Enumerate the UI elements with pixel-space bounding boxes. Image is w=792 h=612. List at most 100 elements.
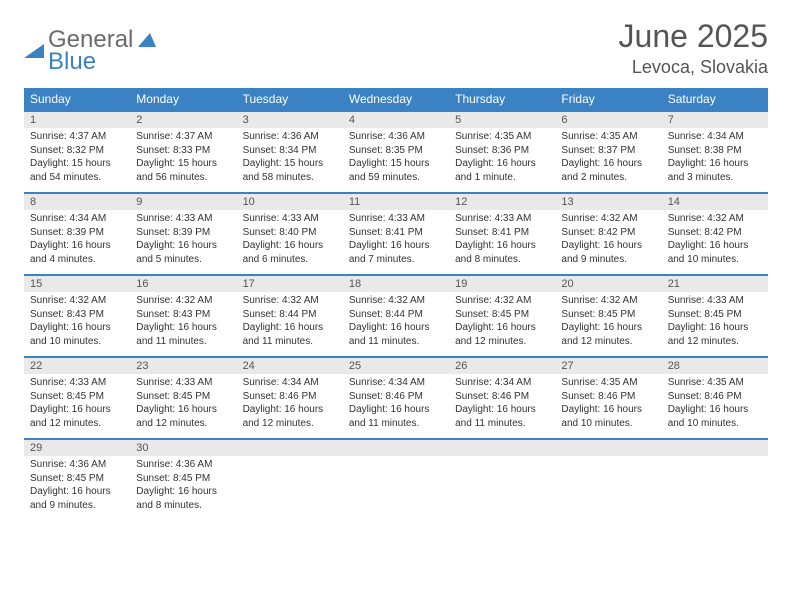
day-number: 24 [237,357,343,374]
day-cell: Sunrise: 4:36 AMSunset: 8:34 PMDaylight:… [237,128,343,193]
sunrise-text: Sunrise: 4:32 AM [455,294,549,308]
weekday-header: Monday [130,88,236,111]
daylight-text: Daylight: 16 hours and 3 minutes. [668,157,762,184]
sunrise-text: Sunrise: 4:34 AM [30,212,124,226]
day-number: 22 [24,357,130,374]
day-number: 12 [449,193,555,210]
weekday-header: Tuesday [237,88,343,111]
day-cell: Sunrise: 4:33 AMSunset: 8:39 PMDaylight:… [130,210,236,275]
day-number [662,439,768,456]
daylight-text: Daylight: 16 hours and 9 minutes. [561,239,655,266]
day-number: 15 [24,275,130,292]
daylight-text: Daylight: 16 hours and 12 minutes. [668,321,762,348]
day-cell: Sunrise: 4:35 AMSunset: 8:36 PMDaylight:… [449,128,555,193]
sunset-text: Sunset: 8:45 PM [30,472,124,486]
day-number: 2 [130,111,236,128]
day-cell: Sunrise: 4:32 AMSunset: 8:45 PMDaylight:… [449,292,555,357]
daylight-text: Daylight: 16 hours and 8 minutes. [136,485,230,512]
sunset-text: Sunset: 8:41 PM [349,226,443,240]
logo-triangle-icon [24,40,44,63]
day-data-row: Sunrise: 4:32 AMSunset: 8:43 PMDaylight:… [24,292,768,357]
sunrise-text: Sunrise: 4:32 AM [136,294,230,308]
sunset-text: Sunset: 8:45 PM [30,390,124,404]
day-data-row: Sunrise: 4:34 AMSunset: 8:39 PMDaylight:… [24,210,768,275]
sunset-text: Sunset: 8:40 PM [243,226,337,240]
day-number: 4 [343,111,449,128]
day-cell: Sunrise: 4:32 AMSunset: 8:44 PMDaylight:… [343,292,449,357]
sunrise-text: Sunrise: 4:32 AM [243,294,337,308]
sunrise-text: Sunrise: 4:36 AM [30,458,124,472]
day-cell: Sunrise: 4:32 AMSunset: 8:43 PMDaylight:… [24,292,130,357]
sunset-text: Sunset: 8:36 PM [455,144,549,158]
sunset-text: Sunset: 8:46 PM [243,390,337,404]
sunset-text: Sunset: 8:37 PM [561,144,655,158]
day-cell: Sunrise: 4:35 AMSunset: 8:46 PMDaylight:… [555,374,661,439]
sunset-text: Sunset: 8:42 PM [561,226,655,240]
day-cell: Sunrise: 4:33 AMSunset: 8:41 PMDaylight:… [343,210,449,275]
weekday-header: Sunday [24,88,130,111]
sunrise-text: Sunrise: 4:36 AM [349,130,443,144]
day-number: 17 [237,275,343,292]
day-number: 7 [662,111,768,128]
day-cell: Sunrise: 4:33 AMSunset: 8:41 PMDaylight:… [449,210,555,275]
daylight-text: Daylight: 16 hours and 12 minutes. [136,403,230,430]
day-cell [449,456,555,520]
sunrise-text: Sunrise: 4:35 AM [561,376,655,390]
sunrise-text: Sunrise: 4:32 AM [349,294,443,308]
day-number: 29 [24,439,130,456]
day-cell: Sunrise: 4:32 AMSunset: 8:43 PMDaylight:… [130,292,236,357]
day-data-row: Sunrise: 4:33 AMSunset: 8:45 PMDaylight:… [24,374,768,439]
daylight-text: Daylight: 16 hours and 6 minutes. [243,239,337,266]
day-cell: Sunrise: 4:36 AMSunset: 8:45 PMDaylight:… [130,456,236,520]
day-number: 27 [555,357,661,374]
daylight-text: Daylight: 16 hours and 5 minutes. [136,239,230,266]
daylight-text: Daylight: 15 hours and 59 minutes. [349,157,443,184]
daylight-text: Daylight: 16 hours and 12 minutes. [243,403,337,430]
day-number: 30 [130,439,236,456]
sunset-text: Sunset: 8:45 PM [668,308,762,322]
day-cell [237,456,343,520]
daylight-text: Daylight: 16 hours and 10 minutes. [30,321,124,348]
day-cell: Sunrise: 4:32 AMSunset: 8:42 PMDaylight:… [555,210,661,275]
day-cell: Sunrise: 4:33 AMSunset: 8:45 PMDaylight:… [24,374,130,439]
sunset-text: Sunset: 8:46 PM [668,390,762,404]
logo-accent-icon [138,33,156,52]
day-cell: Sunrise: 4:37 AMSunset: 8:33 PMDaylight:… [130,128,236,193]
daylight-text: Daylight: 16 hours and 4 minutes. [30,239,124,266]
day-number: 6 [555,111,661,128]
day-cell: Sunrise: 4:35 AMSunset: 8:46 PMDaylight:… [662,374,768,439]
day-number: 8 [24,193,130,210]
daylight-text: Daylight: 16 hours and 12 minutes. [455,321,549,348]
sunset-text: Sunset: 8:43 PM [30,308,124,322]
daylight-text: Daylight: 16 hours and 10 minutes. [668,239,762,266]
weekday-header-row: Sunday Monday Tuesday Wednesday Thursday… [24,88,768,111]
daylight-text: Daylight: 15 hours and 58 minutes. [243,157,337,184]
day-number: 1 [24,111,130,128]
sunrise-text: Sunrise: 4:34 AM [349,376,443,390]
daylight-text: Daylight: 16 hours and 10 minutes. [561,403,655,430]
sunset-text: Sunset: 8:42 PM [668,226,762,240]
day-cell: Sunrise: 4:32 AMSunset: 8:42 PMDaylight:… [662,210,768,275]
sunrise-text: Sunrise: 4:36 AM [243,130,337,144]
day-cell: Sunrise: 4:34 AMSunset: 8:46 PMDaylight:… [343,374,449,439]
daylight-text: Daylight: 16 hours and 11 minutes. [455,403,549,430]
sunset-text: Sunset: 8:44 PM [243,308,337,322]
sunset-text: Sunset: 8:39 PM [30,226,124,240]
sunset-text: Sunset: 8:46 PM [561,390,655,404]
sunset-text: Sunset: 8:45 PM [136,472,230,486]
day-cell: Sunrise: 4:36 AMSunset: 8:35 PMDaylight:… [343,128,449,193]
sunrise-text: Sunrise: 4:34 AM [668,130,762,144]
day-data-row: Sunrise: 4:36 AMSunset: 8:45 PMDaylight:… [24,456,768,520]
weekday-header: Thursday [449,88,555,111]
sunrise-text: Sunrise: 4:34 AM [243,376,337,390]
daylight-text: Daylight: 16 hours and 12 minutes. [561,321,655,348]
sunset-text: Sunset: 8:45 PM [136,390,230,404]
day-cell: Sunrise: 4:37 AMSunset: 8:32 PMDaylight:… [24,128,130,193]
day-number [237,439,343,456]
day-cell: Sunrise: 4:33 AMSunset: 8:45 PMDaylight:… [130,374,236,439]
day-number [449,439,555,456]
daylight-text: Daylight: 16 hours and 11 minutes. [349,321,443,348]
day-number: 23 [130,357,236,374]
day-number: 5 [449,111,555,128]
location-label: Levoca, Slovakia [619,57,768,78]
